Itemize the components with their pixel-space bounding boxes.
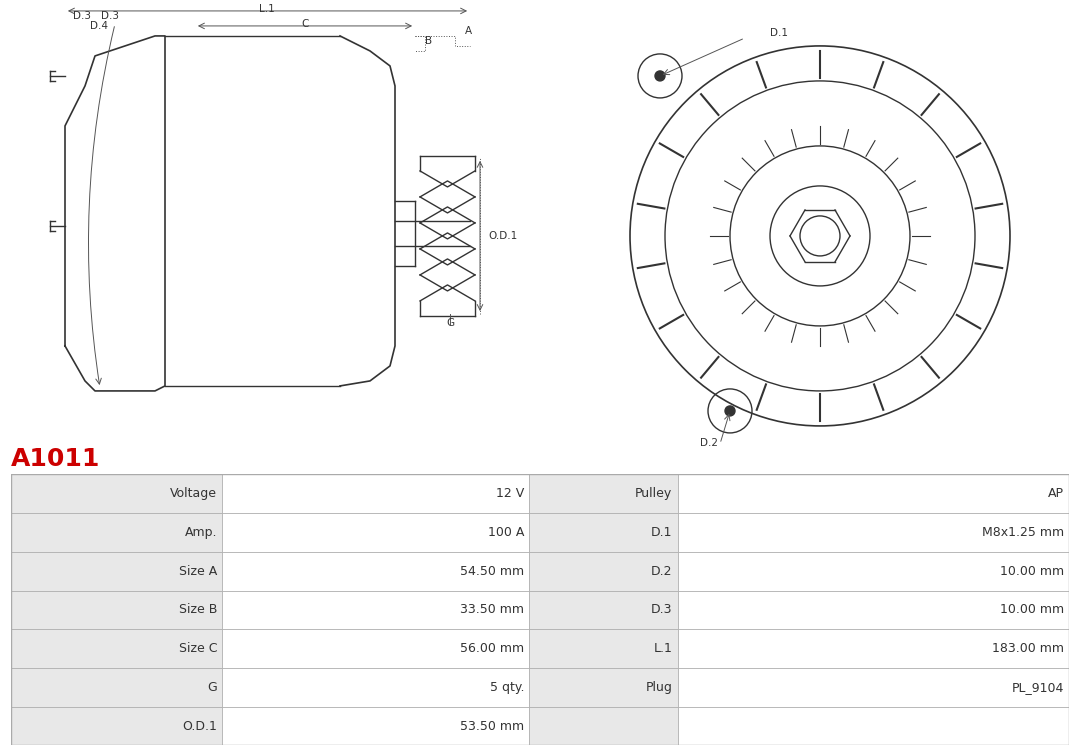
Bar: [529, 668, 677, 707]
Text: D.3: D.3: [73, 11, 91, 21]
Text: O.D.1: O.D.1: [183, 720, 217, 733]
Text: Plug: Plug: [646, 681, 672, 694]
Bar: [222, 707, 529, 745]
Bar: [677, 630, 1069, 668]
Bar: [11, 707, 222, 745]
Bar: [222, 668, 529, 707]
Bar: [529, 474, 677, 513]
Text: Pulley: Pulley: [635, 487, 672, 500]
Bar: [677, 668, 1069, 707]
Bar: [11, 668, 222, 707]
Text: G: G: [207, 681, 217, 694]
Text: 33.50 mm: 33.50 mm: [460, 603, 524, 617]
Bar: [529, 552, 677, 590]
Bar: [677, 474, 1069, 513]
Text: O.D.1: O.D.1: [488, 231, 517, 241]
Text: L.1: L.1: [259, 4, 275, 14]
Bar: [529, 590, 677, 630]
Text: Voltage: Voltage: [171, 487, 217, 500]
Text: 10.00 mm: 10.00 mm: [1000, 603, 1064, 617]
Bar: [677, 590, 1069, 630]
Text: A: A: [465, 26, 472, 36]
Circle shape: [725, 406, 735, 416]
Text: A1011: A1011: [11, 447, 100, 471]
Text: 56.00 mm: 56.00 mm: [460, 642, 524, 655]
Text: G: G: [446, 318, 454, 328]
Text: 10.00 mm: 10.00 mm: [1000, 565, 1064, 578]
Text: Size A: Size A: [179, 565, 217, 578]
Bar: [11, 474, 222, 513]
Text: L.1: L.1: [653, 642, 672, 655]
Bar: [222, 590, 529, 630]
Bar: [222, 474, 529, 513]
Text: D.1: D.1: [770, 28, 788, 38]
Bar: [677, 552, 1069, 590]
Text: 54.50 mm: 54.50 mm: [460, 565, 524, 578]
Bar: [11, 513, 222, 552]
Bar: [529, 630, 677, 668]
Text: M8x1.25 mm: M8x1.25 mm: [982, 526, 1064, 539]
Bar: [529, 707, 677, 745]
Text: D.3: D.3: [102, 11, 119, 21]
Circle shape: [654, 71, 665, 81]
Bar: [11, 630, 222, 668]
Text: AP: AP: [1048, 487, 1064, 500]
Bar: [222, 552, 529, 590]
Bar: [222, 630, 529, 668]
Bar: [222, 513, 529, 552]
Text: 183.00 mm: 183.00 mm: [991, 642, 1064, 655]
Text: D.4: D.4: [90, 21, 108, 31]
Text: Size B: Size B: [179, 603, 217, 617]
Bar: [529, 513, 677, 552]
Text: C: C: [301, 19, 309, 29]
Text: D.1: D.1: [651, 526, 672, 539]
Text: 5 qty.: 5 qty.: [489, 681, 524, 694]
Bar: [11, 552, 222, 590]
Text: B: B: [426, 36, 432, 46]
Text: Size C: Size C: [178, 642, 217, 655]
Text: D.2: D.2: [700, 438, 718, 448]
Text: 53.50 mm: 53.50 mm: [460, 720, 524, 733]
Text: Amp.: Amp.: [185, 526, 217, 539]
Text: D.3: D.3: [651, 603, 672, 617]
Text: 12 V: 12 V: [496, 487, 524, 500]
Text: D.2: D.2: [651, 565, 672, 578]
Bar: [677, 707, 1069, 745]
Bar: [11, 590, 222, 630]
Text: 100 A: 100 A: [488, 526, 524, 539]
Text: PL_9104: PL_9104: [1012, 681, 1064, 694]
Bar: [677, 513, 1069, 552]
